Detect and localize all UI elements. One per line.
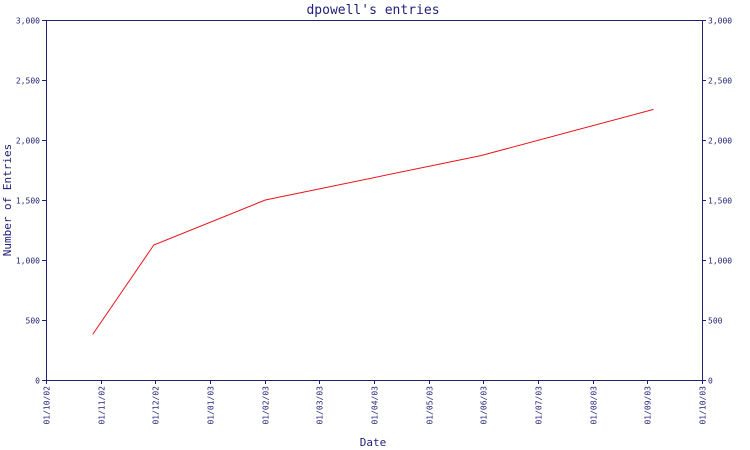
- x-tick-label: 01/08/03: [590, 386, 599, 425]
- x-tick-label: 01/10/03: [699, 386, 708, 425]
- x-axis-label: Date: [360, 436, 387, 449]
- x-tick-label: 01/09/03: [644, 386, 653, 425]
- x-tick-label: 01/02/03: [262, 386, 271, 425]
- x-tick-label: 01/10/02: [43, 386, 52, 425]
- y-tick-label-left: 2,500: [16, 77, 40, 86]
- y-tick-label-left: 0: [35, 377, 40, 386]
- y-tick-label-right: 0: [708, 377, 713, 386]
- x-tick-label: 01/01/03: [207, 386, 216, 425]
- x-tick-label: 01/07/03: [535, 386, 544, 425]
- x-tick-label: 01/04/03: [371, 386, 380, 425]
- y-tick-label-right: 2,000: [708, 137, 732, 146]
- plot-frame: [46, 20, 703, 381]
- x-tick-label: 01/03/03: [316, 386, 325, 425]
- y-tick-label-right: 1,000: [708, 257, 732, 266]
- y-tick-label-left: 1,000: [16, 257, 40, 266]
- y-tick-label-left: 3,000: [16, 17, 40, 26]
- y-tick-label-left: 500: [26, 317, 41, 326]
- y-tick-label-right: 1,500: [708, 197, 732, 206]
- y-axis-label: Number of Entries: [1, 144, 14, 257]
- y-tick-label-left: 2,000: [16, 137, 40, 146]
- series-line-0: [92, 108, 654, 335]
- chart-title: dpowell's entries: [306, 3, 439, 18]
- x-tick-label: 01/12/02: [152, 386, 161, 425]
- y-tick-label-right: 500: [708, 317, 723, 326]
- x-tick-label: 01/06/03: [480, 386, 489, 425]
- plot-area: 0 0 500 500 1,000 1,000 1,500 1,500 2,000 2,000 2,…: [16, 17, 732, 425]
- y-tick-label-left: 1,500: [16, 197, 40, 206]
- y-tick-label-right: 2,500: [708, 77, 732, 86]
- x-tick-label: 01/11/02: [98, 386, 107, 425]
- x-tick-label: 01/05/03: [426, 386, 435, 425]
- y-tick-label-right: 3,000: [708, 17, 732, 26]
